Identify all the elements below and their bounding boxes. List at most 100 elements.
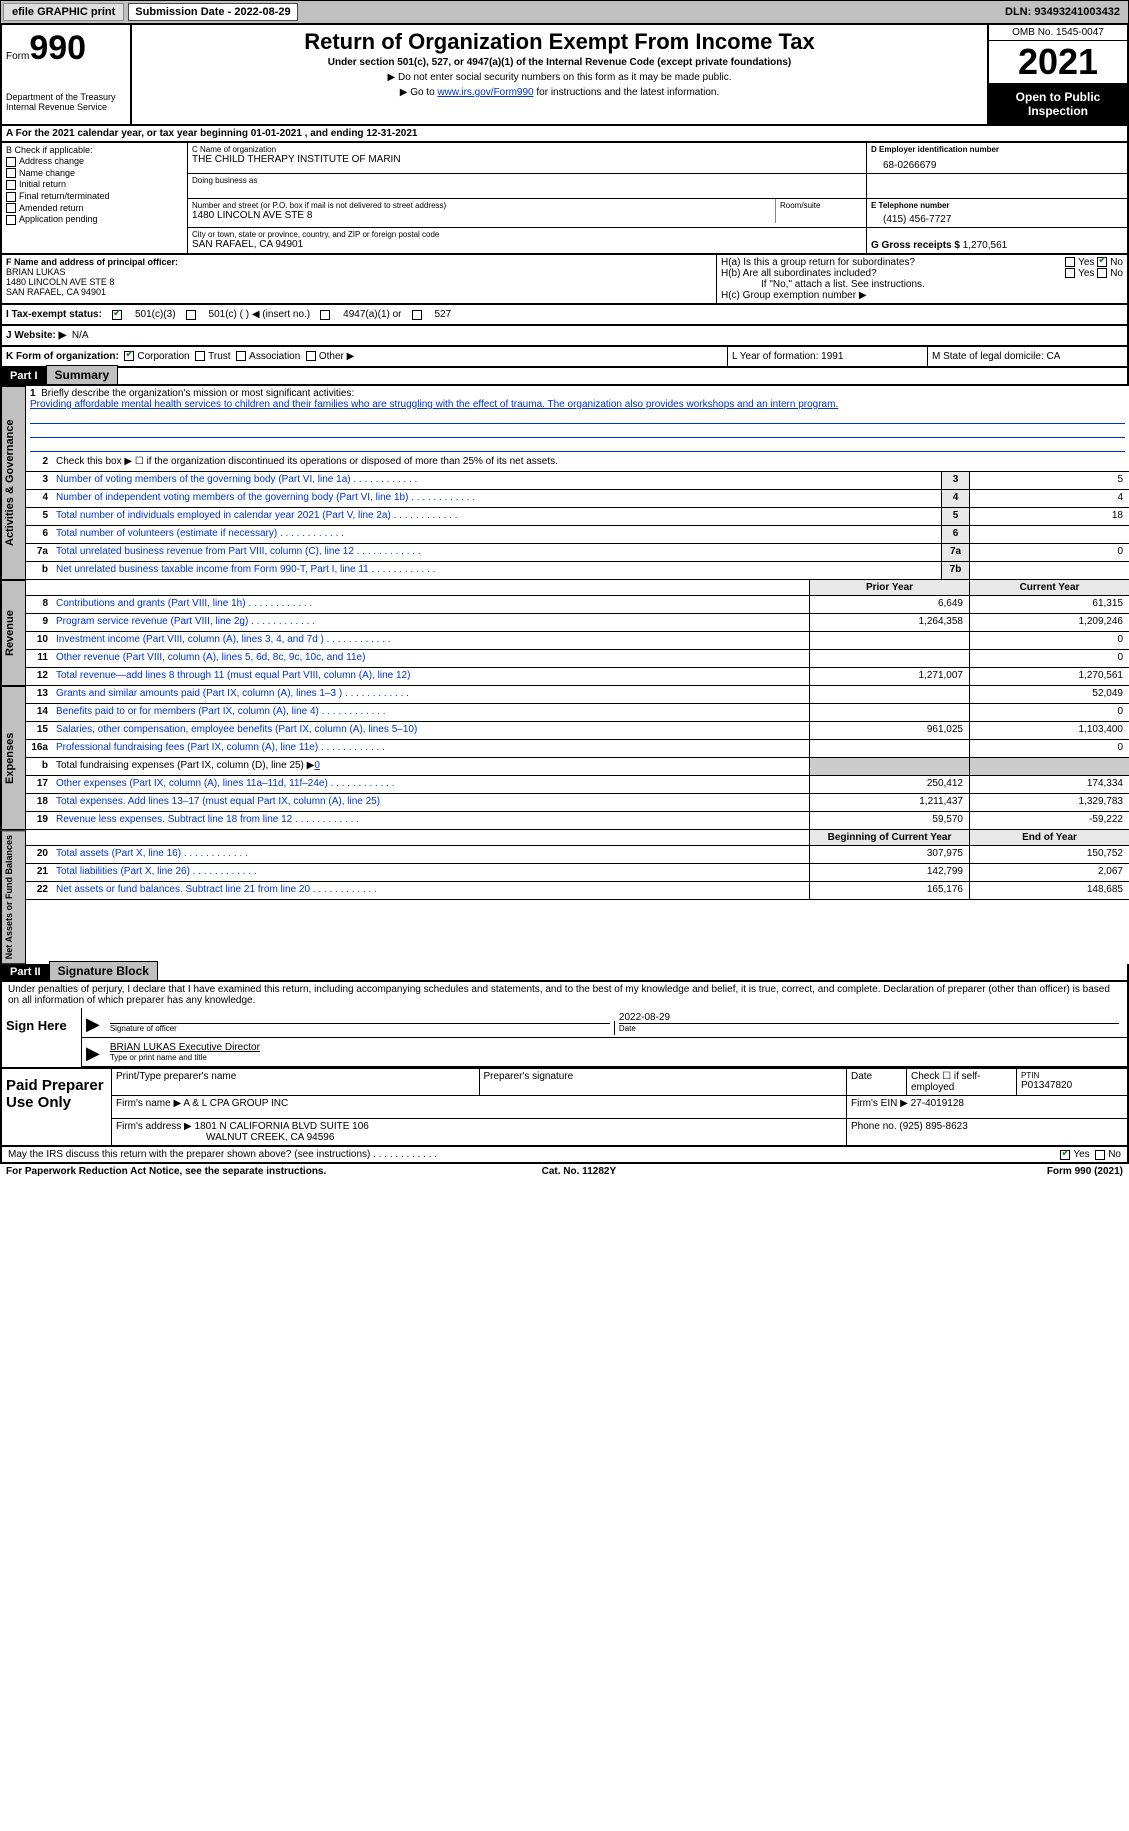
instr-line-2: ▶ Go to www.irs.gov/Form990 for instruct… [136, 87, 983, 98]
val-5: 18 [969, 508, 1129, 525]
line-7b: Net unrelated business taxable income fr… [54, 562, 941, 579]
chk-application-pending[interactable] [6, 215, 16, 225]
p15: 961,025 [809, 722, 969, 739]
chk-address-change[interactable] [6, 157, 16, 167]
chk-hb-yes[interactable] [1065, 268, 1075, 278]
page-footer: For Paperwork Reduction Act Notice, see … [0, 1164, 1129, 1179]
p12: 1,271,007 [809, 668, 969, 685]
chk-other[interactable] [306, 351, 316, 361]
row-j-website: J Website: ▶ N/A [0, 326, 1129, 347]
efile-print-button[interactable]: efile GRAPHIC print [3, 3, 124, 21]
line-7a: Total unrelated business revenue from Pa… [54, 544, 941, 561]
hdr-boy: Beginning of Current Year [809, 830, 969, 845]
form-subtitle: Under section 501(c), 527, or 4947(a)(1)… [136, 57, 983, 68]
c11: 0 [969, 650, 1129, 667]
sig-name: BRIAN LUKAS Executive DirectorType or pr… [106, 1040, 1123, 1064]
block-g-receipts: G Gross receipts $ 1,270,561 [867, 228, 1127, 253]
sign-here-label: Sign Here [2, 1008, 82, 1067]
line-1-mission: 1 Briefly describe the organization's mi… [26, 386, 1129, 454]
line-14: Benefits paid to or for members (Part IX… [54, 704, 809, 721]
prep-firm-phone: Phone no. (925) 895-8623 [847, 1119, 1127, 1145]
prep-firm-addr: Firm's address ▶ 1801 N CALIFORNIA BLVD … [112, 1119, 847, 1145]
prep-sig-hdr: Preparer's signature [480, 1069, 848, 1095]
chk-discuss-yes[interactable] [1060, 1150, 1070, 1160]
val-7b [969, 562, 1129, 579]
line-4: Number of independent voting members of … [54, 490, 941, 507]
irs-link[interactable]: www.irs.gov/Form990 [437, 87, 533, 98]
line-12: Total revenue—add lines 8 through 11 (mu… [54, 668, 809, 685]
chk-name-change[interactable] [6, 168, 16, 178]
c21: 2,067 [969, 864, 1129, 881]
line-9: Program service revenue (Part VIII, line… [54, 614, 809, 631]
sig-declaration: Under penalties of perjury, I declare th… [2, 982, 1127, 1008]
submission-date: Submission Date - 2022-08-29 [128, 3, 297, 21]
chk-discuss-no[interactable] [1095, 1150, 1105, 1160]
form-title: Return of Organization Exempt From Incom… [136, 29, 983, 55]
instr-line-1: ▶ Do not enter social security numbers o… [136, 72, 983, 83]
row-k-org-form: K Form of organization: Corporation Trus… [0, 347, 1129, 368]
header-right: OMB No. 1545-0047 2021 Open to Public In… [987, 25, 1127, 124]
line-5: Total number of individuals employed in … [54, 508, 941, 525]
top-bar: efile GRAPHIC print Submission Date - 20… [0, 0, 1129, 24]
chk-ha-no[interactable] [1097, 257, 1107, 267]
chk-hb-no[interactable] [1097, 268, 1107, 278]
val-7a: 0 [969, 544, 1129, 561]
p8: 6,649 [809, 596, 969, 613]
sig-officer: Signature of officer [106, 1021, 615, 1035]
block-d-ein: D Employer identification number 68-0266… [867, 143, 1127, 173]
c18: 1,329,783 [969, 794, 1129, 811]
side-label-exp: Expenses [0, 686, 26, 830]
footer-right: Form 990 (2021) [1047, 1166, 1123, 1177]
p9: 1,264,358 [809, 614, 969, 631]
hdr-prior-year: Prior Year [809, 580, 969, 595]
chk-initial-return[interactable] [6, 180, 16, 190]
block-f-officer: F Name and address of principal officer:… [2, 255, 717, 303]
c13: 52,049 [969, 686, 1129, 703]
side-label-na: Net Assets or Fund Balances [0, 830, 26, 964]
chk-527[interactable] [412, 310, 422, 320]
hdr-current-year: Current Year [969, 580, 1129, 595]
val-3: 5 [969, 472, 1129, 489]
p20: 307,975 [809, 846, 969, 863]
chk-amended[interactable] [6, 203, 16, 213]
block-c-to-g: C Name of organization THE CHILD THERAPY… [188, 143, 1127, 253]
row-m-state: M State of legal domicile: CA [927, 347, 1127, 366]
p17: 250,412 [809, 776, 969, 793]
sig-date: 2022-08-29Date [615, 1010, 1123, 1035]
sig-arrow-icon: ▶ [86, 1014, 100, 1035]
line-21: Total liabilities (Part X, line 26) [54, 864, 809, 881]
form-word: Form [6, 51, 29, 62]
chk-final-return[interactable] [6, 192, 16, 202]
side-label-ag: Activities & Governance [0, 386, 26, 580]
line-6: Total number of volunteers (estimate if … [54, 526, 941, 543]
chk-trust[interactable] [195, 351, 205, 361]
chk-ha-yes[interactable] [1065, 257, 1075, 267]
row-a-tax-year: A For the 2021 calendar year, or tax yea… [0, 126, 1129, 143]
line-11: Other revenue (Part VIII, column (A), li… [54, 650, 809, 667]
c16a: 0 [969, 740, 1129, 757]
chk-corp[interactable] [124, 351, 134, 361]
paid-preparer: Paid Preparer Use Only Print/Type prepar… [0, 1069, 1129, 1147]
part-2-header: Part IISignature Block [0, 964, 1129, 982]
block-b: B Check if applicable: Address change Na… [2, 143, 188, 253]
block-b-title: B Check if applicable: [6, 145, 183, 155]
chk-501c[interactable] [186, 310, 196, 320]
block-fh: F Name and address of principal officer:… [0, 255, 1129, 305]
chk-assoc[interactable] [236, 351, 246, 361]
form-number: 990 [29, 29, 86, 67]
prep-date-hdr: Date [847, 1069, 907, 1095]
c22: 148,685 [969, 882, 1129, 899]
hdr-eoy: End of Year [969, 830, 1129, 845]
line-10: Investment income (Part VIII, column (A)… [54, 632, 809, 649]
line-16a: Professional fundraising fees (Part IX, … [54, 740, 809, 757]
chk-501c3[interactable] [112, 310, 122, 320]
chk-4947[interactable] [320, 310, 330, 320]
c14: 0 [969, 704, 1129, 721]
c8: 61,315 [969, 596, 1129, 613]
prep-name-hdr: Print/Type preparer's name [112, 1069, 480, 1095]
section-expenses: Expenses 13Grants and similar amounts pa… [0, 686, 1129, 830]
dept-treasury: Department of the Treasury Internal Reve… [6, 92, 126, 112]
block-c-dba: Doing business as [188, 174, 867, 198]
p14 [809, 704, 969, 721]
line-22: Net assets or fund balances. Subtract li… [54, 882, 809, 899]
